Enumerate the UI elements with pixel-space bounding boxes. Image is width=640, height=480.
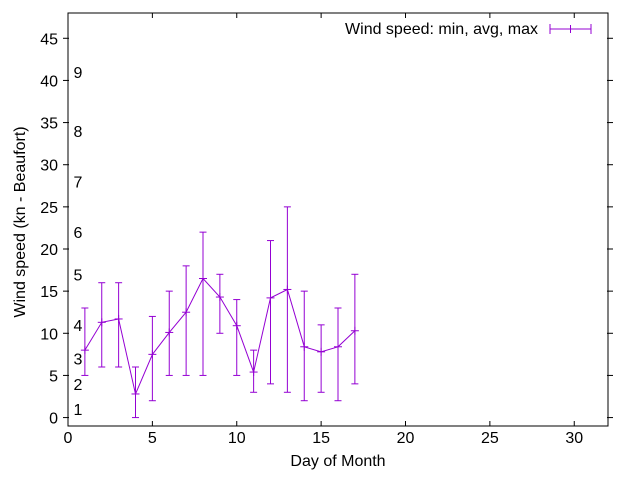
x-tick-label: 10 <box>228 430 246 447</box>
y-tick-label: 10 <box>40 326 58 343</box>
y-tick-label: 0 <box>49 411 58 428</box>
y-tick-label: 5 <box>49 368 58 385</box>
beaufort-scale-label: 3 <box>74 352 83 369</box>
x-tick-label: 20 <box>397 430 415 447</box>
beaufort-scale-label: 5 <box>74 267 83 284</box>
beaufort-scale-label: 9 <box>74 65 83 82</box>
x-tick-label: 15 <box>312 430 330 447</box>
y-tick-label: 45 <box>40 31 58 48</box>
x-tick-label: 5 <box>148 430 157 447</box>
legend-label: Wind speed: min, avg, max <box>345 21 538 38</box>
y-tick-label: 30 <box>40 158 58 175</box>
beaufort-scale-label: 1 <box>74 402 83 419</box>
y-tick-label: 25 <box>40 200 58 217</box>
x-tick-label: 0 <box>64 430 73 447</box>
beaufort-scale-label: 2 <box>74 377 83 394</box>
y-axis-title: Wind speed (kn - Beaufort) <box>12 126 29 317</box>
beaufort-scale-label: 8 <box>74 124 83 141</box>
legend-sample-errorbar <box>549 24 592 34</box>
x-axis-title: Day of Month <box>290 453 385 470</box>
plot-border <box>67 12 609 427</box>
series-layer <box>80 206 359 419</box>
beaufort-scale-label: 4 <box>74 318 83 335</box>
y-tick-label: 35 <box>40 116 58 133</box>
y-tick-label: 20 <box>40 242 58 259</box>
beaufort-scale-label: 7 <box>74 175 83 192</box>
y-tick-label: 15 <box>40 284 58 301</box>
x-tick-label: 30 <box>565 430 583 447</box>
beaufort-scale-label: 6 <box>74 225 83 242</box>
x-tick-label: 25 <box>481 430 499 447</box>
y-tick-label: 40 <box>40 73 58 90</box>
